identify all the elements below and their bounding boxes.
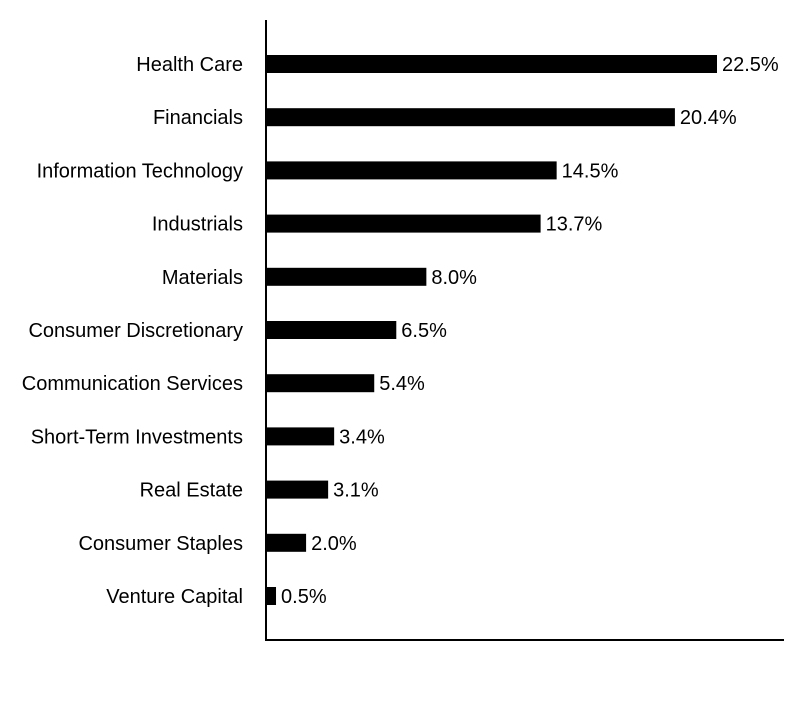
bar-real-estate (266, 480, 329, 499)
category-label-consumer-staples: Consumer Staples (78, 533, 243, 555)
value-label-consumer-staples: 2.0% (311, 533, 357, 555)
category-label-materials: Materials (162, 267, 243, 289)
category-label-real-estate: Real Estate (140, 480, 243, 502)
bars (266, 55, 717, 605)
bar-venture-capital (266, 587, 277, 605)
bar-financials (266, 108, 675, 127)
value-label-real-estate: 3.1% (333, 480, 379, 502)
value-label-financials: 20.4% (680, 107, 737, 129)
category-label-information-technology: Information Technology (37, 160, 243, 182)
value-label-consumer-discretionary: 6.5% (401, 320, 447, 342)
bar-industrials (266, 214, 541, 233)
bar-consumer-staples (266, 533, 307, 552)
category-label-short-term-investments: Short-Term Investments (31, 426, 243, 448)
category-labels: Health Care Financials Information Technol… (22, 54, 243, 608)
category-label-consumer-discretionary: Consumer Discretionary (28, 320, 243, 342)
bar-materials (266, 267, 427, 286)
category-label-industrials: Industrials (152, 214, 243, 236)
category-label-health-care: Health Care (136, 54, 243, 76)
category-label-communication-services: Communication Services (22, 373, 243, 395)
value-label-information-technology: 14.5% (562, 160, 619, 182)
value-label-materials: 8.0% (431, 267, 477, 289)
category-label-financials: Financials (153, 107, 243, 129)
value-label-industrials: 13.7% (546, 214, 603, 236)
value-label-venture-capital: 0.5% (281, 586, 327, 608)
bar-consumer-discretionary (266, 321, 397, 339)
bar-communication-services (266, 374, 375, 393)
value-labels: 22.5% 20.4% 14.5% 13.7% 8.0% 6.5% 5.4% 3.4% 3.1%… (281, 54, 779, 608)
value-label-health-care: 22.5% (722, 54, 779, 76)
category-label-venture-capital: Venture Capital (106, 586, 243, 608)
bar-health-care (266, 55, 717, 73)
bar-information-technology (266, 161, 557, 180)
value-label-short-term-investments: 3.4% (339, 426, 385, 448)
value-label-communication-services: 5.4% (379, 373, 425, 395)
bar-short-term-investments (266, 427, 335, 446)
